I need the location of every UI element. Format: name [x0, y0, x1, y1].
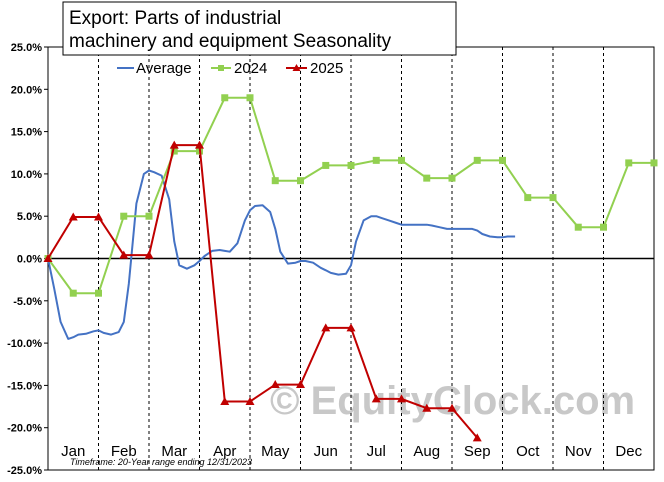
s2025-point-5: [169, 140, 179, 149]
s2024-point-10: [297, 177, 304, 185]
x-axis: Jan Feb Mar Apr May Jun Jul Aug Sep Oct Nov Dec: [61, 443, 642, 460]
s2024-point-8: [246, 94, 254, 102]
s2024-point-21: [574, 223, 582, 231]
s2024-point-12: [347, 161, 355, 169]
s2025-point-11: [321, 323, 331, 332]
chart-title: Export: Parts of industrial machinery an…: [62, 1, 457, 56]
x-month-label-feb: Feb: [111, 443, 137, 460]
y-tick-label-4: 5.0%: [17, 211, 42, 223]
s2024-point-13: [372, 156, 380, 164]
s2024-point-19: [524, 194, 532, 202]
y-tick-label-3: 10.0%: [11, 169, 42, 181]
y-axis: 25.0% 20.0% 15.0% 10.0% 5.0% 0.0% -5.0% -10.0% -…: [7, 42, 48, 477]
x-month-label-may: May: [261, 443, 290, 460]
s2025-point-3: [119, 250, 129, 259]
s2025-point-17: [472, 433, 482, 442]
y-tick-label-9: -20.0%: [7, 423, 42, 435]
legend-2025-label: 2025: [310, 60, 343, 77]
y-tick-label-5: 0.0%: [17, 254, 42, 266]
average-line: [47, 169, 516, 340]
s2024-point-4: [145, 212, 153, 220]
series-2025: [43, 140, 482, 442]
y-tick-label-2: 15.0%: [11, 127, 42, 139]
s2025-point-8: [245, 396, 255, 405]
x-month-label-jan: Jan: [61, 443, 85, 460]
watermark-text: © EquityClock.com: [270, 379, 635, 423]
legend-2025-marker: [292, 64, 301, 71]
s2025-point-1: [68, 212, 78, 221]
legend-2024-marker: [218, 65, 224, 71]
x-month-label-apr: Apr: [213, 443, 236, 460]
s2025-point-2: [94, 212, 103, 221]
legend: Average 2024 2025: [117, 60, 343, 77]
s2025-point-9: [270, 380, 280, 389]
y-tick-label-10: -25.0%: [7, 465, 42, 477]
s2024-point-16: [448, 174, 456, 182]
x-month-label-aug: Aug: [413, 443, 440, 460]
x-month-label-nov: Nov: [565, 443, 592, 460]
y-tick-label-8: -15.0%: [7, 380, 42, 392]
s2024-point-1: [69, 289, 77, 297]
s2025-point-12: [346, 323, 356, 332]
y-tick-label-1: 20.0%: [11, 84, 42, 96]
s2024-point-9: [271, 177, 279, 185]
y-tick-label-6: -5.0%: [13, 296, 42, 308]
s2025-point-6: [195, 140, 204, 149]
y-tick-label-7: -10.0%: [7, 338, 42, 350]
s2025-point-14: [397, 394, 406, 403]
s2025-point-4: [144, 250, 154, 259]
s2024-point-11: [322, 161, 330, 169]
s2024-point-15: [423, 174, 431, 182]
s2024-point-20: [549, 194, 557, 202]
s2024-point-7: [221, 94, 229, 102]
s2025-point-0: [43, 254, 53, 262]
s2025-point-13: [371, 394, 381, 403]
title-line-1: Export: Parts of industrial: [69, 8, 281, 29]
y-tick-label-0: 25.0%: [11, 42, 42, 54]
s2025-point-16: [447, 403, 457, 412]
legend-average-label: Average: [136, 60, 192, 77]
s2024-point-2: [95, 289, 102, 297]
watermark: © EquityClock.com: [270, 379, 635, 423]
s2024-point-5: [170, 147, 178, 155]
x-month-label-jun: Jun: [314, 443, 338, 460]
s2025-point-10: [296, 380, 305, 389]
x-month-label-sep: Sep: [464, 443, 491, 460]
s2024-point-18: [499, 156, 506, 164]
x-month-label-mar: Mar: [161, 443, 187, 460]
timeframe-footnote: Timeframe: 20-Year range ending 12/31/20…: [70, 457, 252, 467]
s2024-point-14: [398, 156, 405, 164]
x-month-label-dec: Dec: [615, 443, 642, 460]
x-month-label-oct: Oct: [516, 443, 540, 460]
legend-2024-label: 2024: [234, 60, 267, 77]
series-average: [47, 169, 516, 340]
s2024-point-23: [625, 159, 633, 167]
s2025-line: [47, 144, 479, 439]
s2025-point-15: [422, 403, 432, 412]
x-month-label-jul: Jul: [367, 443, 386, 460]
s2024-point-3: [120, 212, 128, 220]
s2024-point-17: [473, 156, 481, 164]
s2024-point-24: [650, 159, 658, 167]
s2024-point-22: [600, 223, 607, 231]
s2025-point-7: [220, 396, 230, 405]
title-line-2: machinery and equipment Seasonality: [69, 31, 392, 52]
title-box: [62, 1, 457, 56]
